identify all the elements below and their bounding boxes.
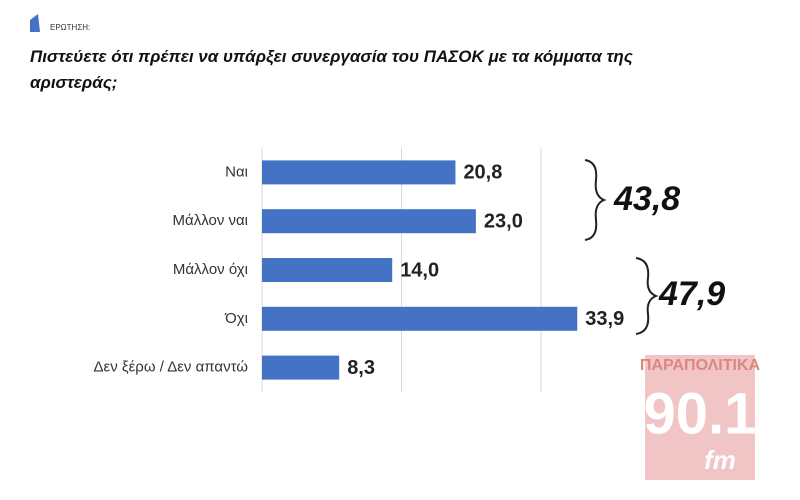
watermark-bg [645, 355, 755, 480]
watermark-frequency: 90.1 [644, 381, 757, 446]
y-tick-label: Όχι [224, 310, 248, 327]
bar [262, 258, 393, 282]
data-label: 23,0 [484, 210, 523, 232]
y-tick-label: Μάλλον ναι [173, 212, 248, 229]
y-tick-label: Ναι [225, 163, 248, 180]
kicker-icon [30, 14, 40, 32]
bar [262, 160, 456, 185]
group-total: 47,9 [658, 275, 725, 313]
y-tick-label: Μάλλον όχι [173, 261, 248, 278]
y-tick-label: Δεν ξέρω / Δεν απαντώ [94, 359, 249, 376]
kicker: ΕΡΩΤΗΣΗ: [50, 23, 90, 32]
brace [635, 257, 659, 335]
chart-title: Πιστεύετε ότι πρέπει να υπάρξει συνεργασ… [30, 47, 633, 92]
brace [584, 159, 607, 241]
watermark: ΠΑΡΑΠΟΛΙΤΙΚΑ 90.1 fm [640, 355, 761, 480]
data-label: 33,9 [585, 308, 624, 330]
data-label: 8,3 [347, 357, 375, 379]
bar [262, 355, 340, 380]
watermark-brand: ΠΑΡΑΠΟΛΙΤΙΚΑ [640, 357, 761, 374]
data-label: 14,0 [400, 259, 439, 281]
watermark-unit: fm [704, 445, 736, 475]
bar [262, 209, 476, 234]
data-label: 20,8 [463, 162, 502, 184]
bar [262, 306, 578, 331]
group-total: 43,8 [613, 180, 680, 218]
